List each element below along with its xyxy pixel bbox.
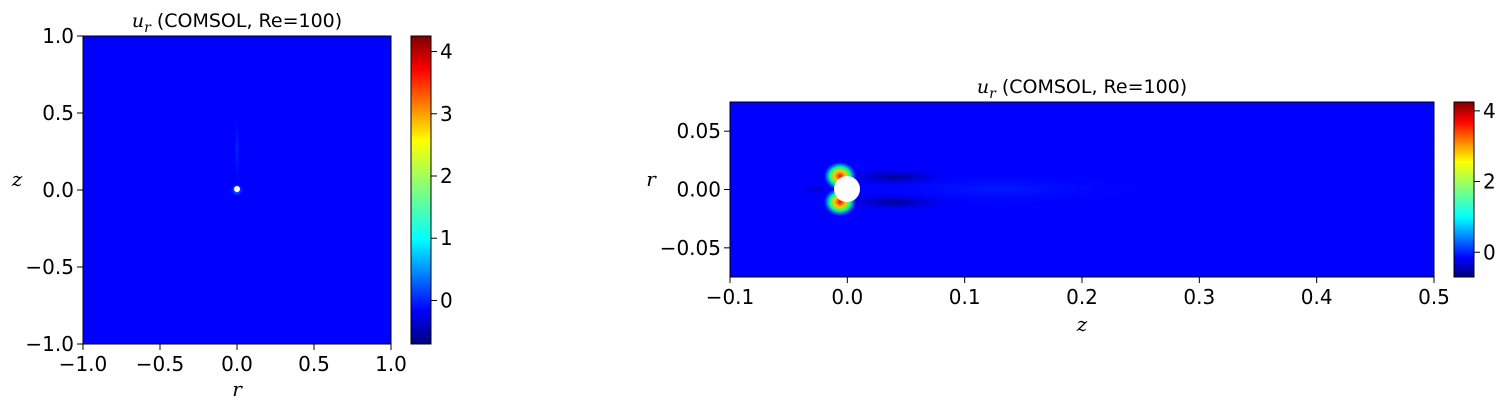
y-tick-label-left: −0.5 (25, 255, 74, 279)
x-tick-label-right: −0.1 (706, 285, 755, 309)
colorbar-tick-label-right: 2 (1483, 170, 1496, 194)
x-axis-label-left: r (232, 377, 243, 401)
colorbar-tick-label-left: 4 (440, 40, 453, 64)
axes-ticks-right: −0.1 0.0 0.1 0.2 0.3 0.4 0.5 −0.05 0.00 0.05 (660, 119, 1450, 309)
title-right: ur (COMSOL, Re=100) (977, 76, 1187, 102)
x-tick-label-left: −0.5 (136, 352, 185, 376)
colorbar-tick-label-right: 4 (1483, 99, 1496, 123)
y-tick-label-left: 1.0 (42, 24, 74, 48)
y-tick-label-right: 0.05 (676, 119, 721, 143)
x-tick-label-right: 0.4 (1301, 285, 1333, 309)
colorbar-ticks-left: 0 1 2 3 4 (431, 40, 453, 312)
x-tick-label-left: 1.0 (375, 352, 407, 376)
title-symbol-right: u (977, 76, 989, 98)
x-axis-label-right: z (1076, 312, 1088, 336)
colorbar-ticks-right: 0 2 4 (1474, 99, 1496, 264)
y-tick-label-left: 0.5 (42, 101, 74, 125)
x-tick-label-right: 0.3 (1183, 285, 1215, 309)
title-rest-right: (COMSOL, Re=100) (996, 76, 1187, 98)
colorbar-tick-label-left: 3 (440, 102, 453, 126)
wake-streak-left (234, 110, 240, 190)
title-symbol-left: u (132, 10, 144, 32)
upstream-dark-right (797, 183, 833, 195)
chart-left: −1.0 −0.5 0.0 0.5 1.0−1.0−0.50.00.51.0 ur (C… (11, 10, 453, 401)
y-axis-label-right: r (646, 167, 657, 191)
y-tick-label-right: −0.05 (660, 236, 721, 260)
title-left: ur (COMSOL, Re=100) (132, 10, 342, 36)
y-axis-label-left: z (11, 167, 23, 191)
x-tick-label-right: 0.5 (1418, 285, 1450, 309)
title-rest-left: (COMSOL, Re=100) (151, 10, 342, 32)
colorbar-tick-label-left: 0 (440, 288, 453, 312)
colorbar-left (410, 35, 432, 345)
x-tick-label-left: −1.0 (59, 352, 108, 376)
colorbar-tick-label-right: 0 (1483, 240, 1496, 264)
x-tick-label-right: 0.1 (949, 285, 981, 309)
x-tick-label-right: 0.0 (831, 285, 863, 309)
x-tick-label-left: 0.0 (221, 352, 253, 376)
obstacle-right (834, 176, 860, 202)
y-tick-label-left: 0.0 (42, 178, 74, 202)
y-tick-label-right: 0.00 (676, 178, 721, 202)
x-tick-label-right: 0.2 (1066, 285, 1098, 309)
y-tick-label-left: −1.0 (25, 332, 74, 356)
obstacle-left (234, 186, 240, 192)
wake-far-right (840, 171, 1160, 207)
flow-features-right (797, 162, 1160, 216)
colorbar-right (1453, 101, 1475, 278)
colorbar-tick-label-left: 2 (440, 164, 453, 188)
flow-features-left (230, 110, 244, 197)
title-subscript-right: r (989, 86, 997, 102)
axes-ticks-left: −1.0 −0.5 0.0 0.5 1.0 −1.0 −0.5 0.0 0.5 1.0 (25, 24, 406, 376)
colorbar-tick-label-left: 1 (440, 226, 453, 250)
chart-right: −0.1 0.0 0.1 0.2 0.3 0.4 0.5−0.050.000.05 ur (… (646, 76, 1496, 336)
x-tick-label-left: 0.5 (298, 352, 330, 376)
title-subscript-left: r (144, 20, 152, 36)
